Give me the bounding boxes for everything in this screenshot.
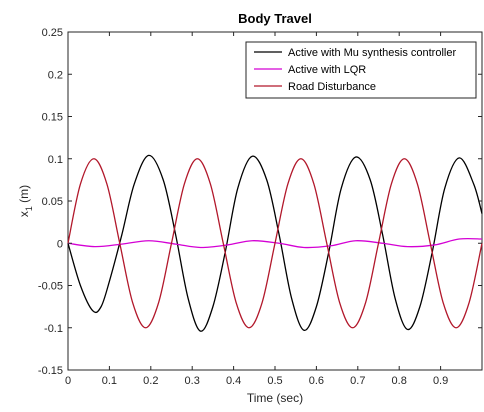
y-tick-label: 0.2: [48, 69, 63, 81]
legend-label-active-with-lqr: Active with LQR: [288, 64, 366, 76]
y-axis-label: x1 (m): [17, 185, 34, 217]
y-tick-label: 0.05: [42, 196, 63, 208]
y-tick-label: 0: [57, 238, 63, 250]
legend-label-road-disturbance: Road Disturbance: [288, 81, 376, 93]
series-line-road-disturbance: [67, 158, 483, 329]
series-line-active-with-mu-synthesis-controller: [67, 154, 483, 332]
x-tick-label: 0.1: [102, 375, 117, 387]
y-tick-label: 0.15: [42, 112, 63, 124]
y-tick-label: -0.15: [38, 365, 63, 377]
y-axis-label-unit: (m): [17, 185, 31, 206]
chart-title: Body Travel: [238, 11, 312, 26]
x-tick-label: 0.6: [309, 375, 324, 387]
y-tick-label: 0.25: [42, 27, 63, 39]
x-axis-label: Time (sec): [247, 391, 303, 405]
series-line-active-with-lqr: [67, 237, 483, 249]
x-tick-label: 0.5: [267, 375, 282, 387]
x-tick-label: 0.7: [350, 375, 365, 387]
legend: Active with Mu synthesis controller Activ…: [245, 41, 477, 99]
legend-label-active-with-mu-synthesis-controller: Active with Mu synthesis controller: [288, 47, 456, 59]
x-tick-label: 0.8: [392, 375, 407, 387]
x-tick-label: 0.2: [143, 375, 158, 387]
y-tick-label: -0.1: [44, 323, 63, 335]
y-axis-label-main: x: [17, 211, 31, 217]
y-axis: -0.15 -0.1 -0.05 0 0.05 0.1 0.15 0.2 0.25: [38, 27, 482, 377]
y-tick-label: -0.05: [38, 281, 63, 293]
y-axis-label-subscript: 1: [24, 206, 34, 211]
x-tick-label: 0.4: [226, 375, 241, 387]
x-tick-label: 0.3: [185, 375, 200, 387]
x-tick-label: 0: [65, 375, 71, 387]
x-tick-label: 0.9: [433, 375, 448, 387]
legend-box: [245, 41, 477, 99]
x-axis: 0 0.1 0.2 0.3 0.4 0.5 0.6 0.7 0.8 0.9: [65, 32, 448, 387]
series-layer: [67, 154, 483, 332]
y-tick-label: 0.1: [48, 154, 63, 166]
